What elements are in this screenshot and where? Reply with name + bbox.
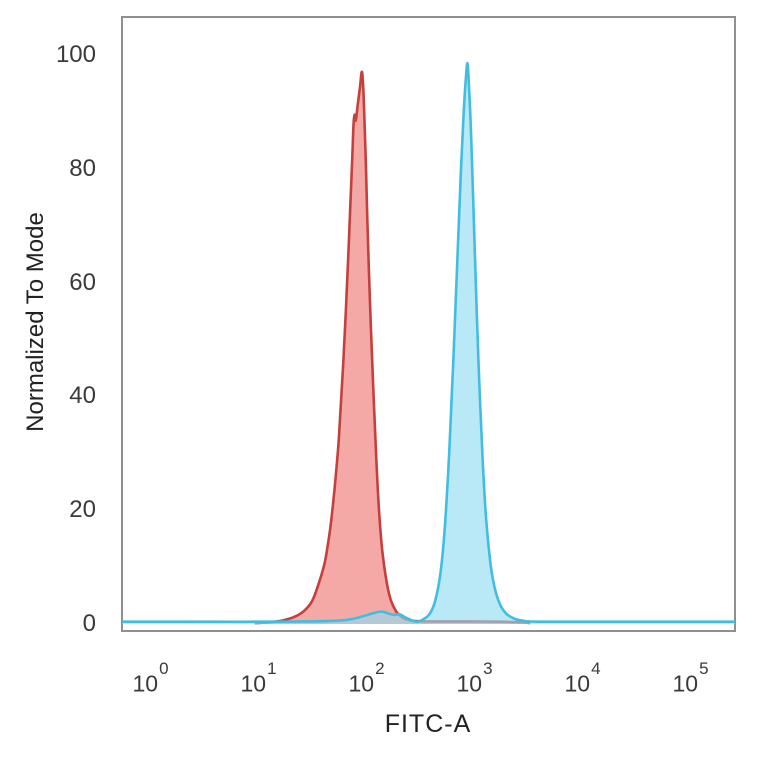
y-tick-label-0: 0 xyxy=(82,610,96,637)
x-tick-base: 10 xyxy=(564,670,591,697)
x-tick-label-10e1: 101 xyxy=(216,659,300,698)
y-tick-label-60: 60 xyxy=(69,268,96,296)
y-tick-label-40: 40 xyxy=(69,382,96,410)
x-tick-base: 10 xyxy=(672,670,699,697)
x-tick-base: 10 xyxy=(240,670,267,697)
x-tick-exponent: 4 xyxy=(591,659,601,678)
x-tick-base: 10 xyxy=(348,670,375,697)
y-tick-label-100: 100 xyxy=(55,41,96,68)
x-tick-base: 10 xyxy=(456,670,483,697)
plot-frame xyxy=(121,16,736,632)
x-tick-label-10e4: 104 xyxy=(540,659,624,698)
x-tick-label-10e3: 103 xyxy=(432,659,516,698)
x-tick-label-10e5: 105 xyxy=(648,659,732,698)
x-tick-exponent: 5 xyxy=(699,659,709,678)
x-tick-base: 10 xyxy=(132,670,159,697)
cyan-population-curve xyxy=(122,61,735,624)
x-axis-title: FITC-A xyxy=(384,710,472,738)
x-tick-exponent: 3 xyxy=(483,659,493,678)
y-tick-label-20: 20 xyxy=(69,496,96,524)
x-tick-exponent: 0 xyxy=(159,659,169,678)
x-tick-exponent: 2 xyxy=(375,659,385,678)
y-axis-title: Normalized To Mode xyxy=(22,212,49,432)
x-tick-label-10e2: 102 xyxy=(324,659,408,698)
x-tick-label-10e0: 100 xyxy=(108,659,192,698)
x-tick-exponent: 1 xyxy=(267,659,277,678)
y-tick-label-80: 80 xyxy=(69,154,96,182)
